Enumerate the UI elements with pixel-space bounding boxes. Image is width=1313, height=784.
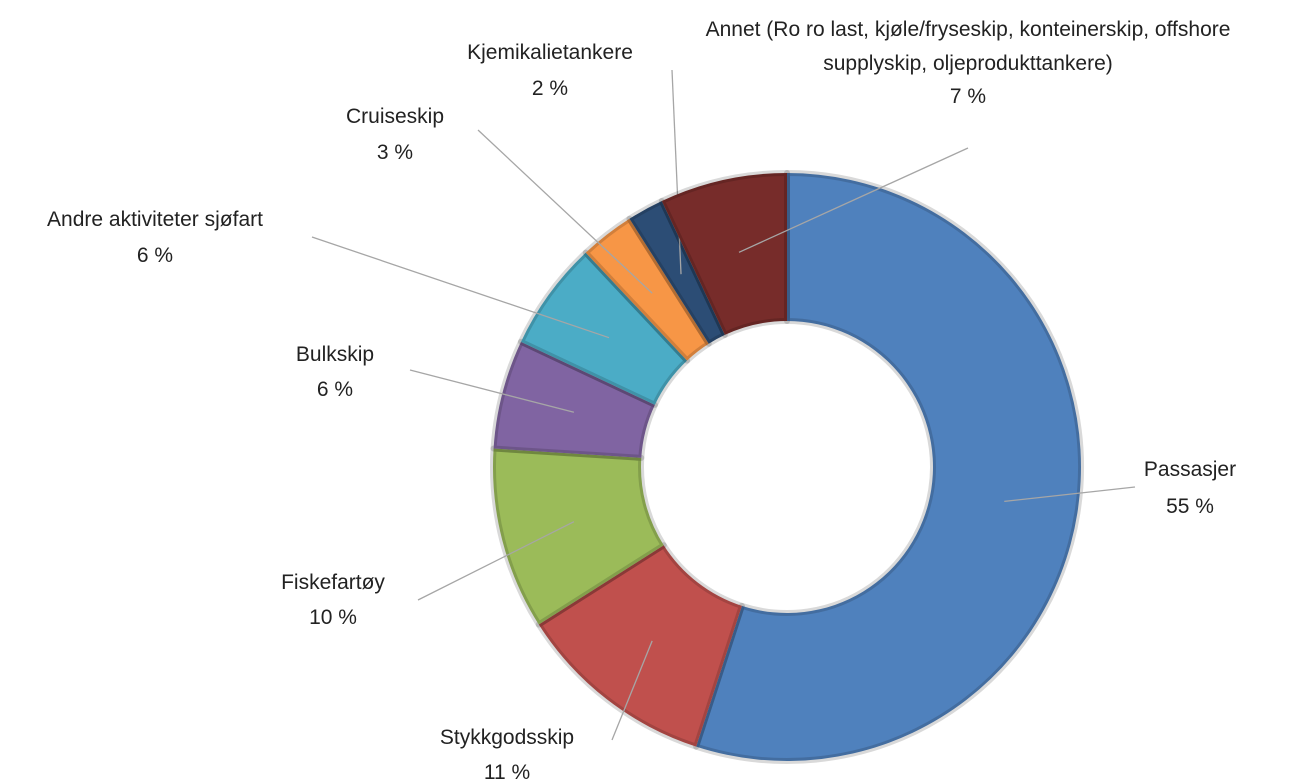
value-label: 7 % [949, 85, 987, 108]
leader-line [477, 129, 653, 294]
leader-line [409, 369, 575, 413]
slice [490, 338, 658, 461]
category-label: Cruiseskip [345, 105, 445, 128]
slice [535, 542, 745, 750]
category-label: Bulkskip [295, 343, 375, 366]
leader-line [311, 236, 610, 339]
leader-line [671, 69, 682, 275]
slice [582, 215, 712, 364]
value-label: 3 % [376, 141, 414, 164]
category-label: Passasjer [1143, 458, 1237, 481]
category-label: Annet (Ro ro last, kjøle/fryseskip, kont… [705, 18, 1231, 75]
leader-line [611, 640, 653, 741]
category-label: Stykkgodsskip [439, 726, 575, 749]
category-label: Kjemikalietankere [467, 41, 633, 64]
value-label: 6 % [136, 244, 174, 267]
value-label: 55 % [1166, 495, 1214, 518]
value-label: 11 % [483, 761, 531, 784]
leader-line [1004, 486, 1136, 503]
slice [658, 170, 790, 338]
category-label: Andre aktiviteter sjøfart [47, 208, 263, 231]
value-label: 10 % [309, 606, 357, 629]
slice [490, 445, 667, 628]
value-label: 2 % [531, 77, 569, 100]
slice [693, 170, 1084, 764]
leader-line [738, 147, 969, 253]
category-label: Fiskefartøy [281, 571, 385, 594]
leader-line [417, 521, 575, 601]
slice [626, 197, 728, 347]
value-label: 6 % [316, 378, 354, 401]
